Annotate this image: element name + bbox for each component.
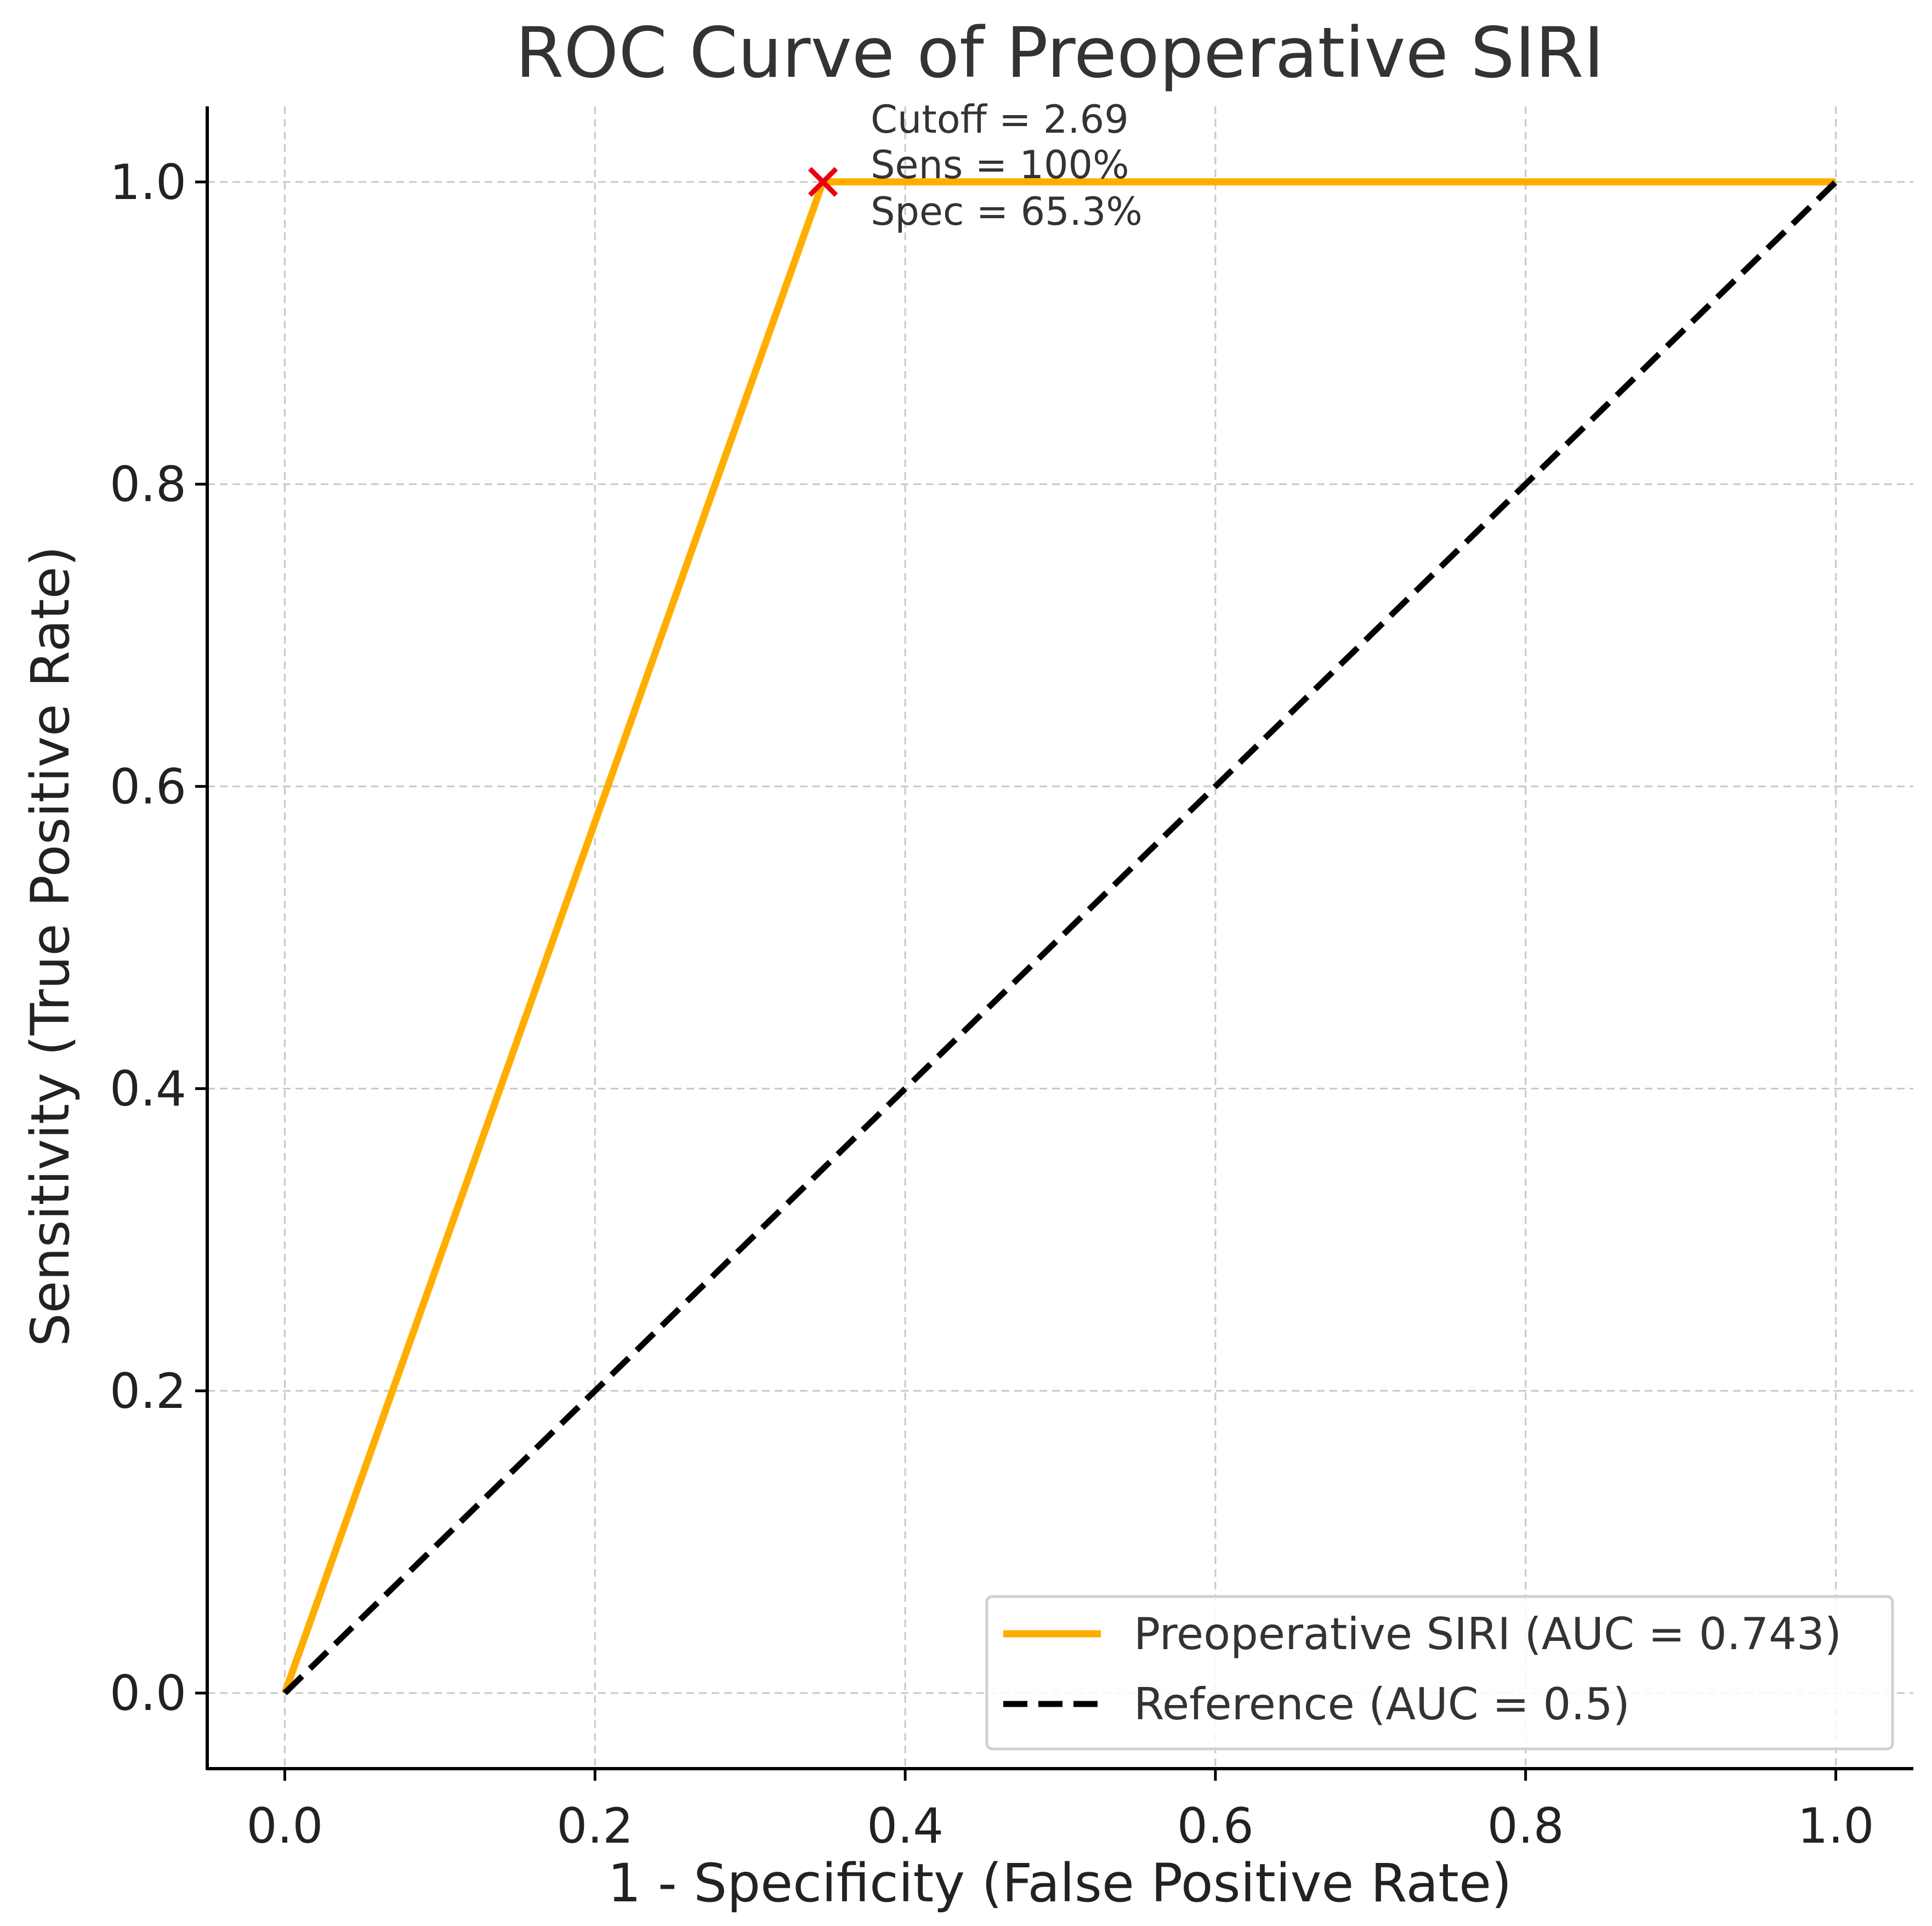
legend-frame [985, 1595, 1894, 1751]
reference-line [282, 179, 1838, 1696]
cutoff-marker [808, 167, 838, 197]
cutoff-marker-stroke-2 [808, 167, 838, 197]
chart-title: ROC Curve of Preoperative SIRI [515, 12, 1604, 93]
legend-label-reference: Reference (AUC = 0.5) [1134, 1679, 1630, 1730]
grid [207, 106, 1913, 1769]
y-axis-label: Sensitivity (True Positive Rate) [20, 546, 81, 1347]
y-tick-label-1: 0.2 [110, 1363, 186, 1419]
annotation-spec: Spec = 65.3% [871, 189, 1143, 234]
x-tick-label-2: 0.4 [867, 1798, 944, 1854]
annotation-cutoff: Cutoff = 2.69 [871, 97, 1129, 142]
x-tick-label-3: 0.6 [1177, 1798, 1254, 1854]
x-tick-label-1: 0.2 [556, 1798, 633, 1854]
x-tick-label-5: 1.0 [1798, 1798, 1874, 1854]
legend: Preoperative SIRI (AUC = 0.743) Referenc… [985, 1595, 1894, 1751]
x-tick-label-4: 0.8 [1487, 1798, 1564, 1854]
x-axis-label: 1 - Specificity (False Positive Rate) [607, 1853, 1511, 1914]
x-tick-label-0: 0.0 [246, 1798, 323, 1854]
y-tick-label-4: 0.8 [110, 456, 186, 513]
annotation-sens: Sens = 100% [871, 143, 1129, 188]
cutoff-annotation: Cutoff = 2.69 Sens = 100% Spec = 65.3% [871, 97, 1143, 234]
axes [206, 106, 1913, 1770]
y-tick-label-5: 1.0 [110, 154, 186, 211]
y-tick-label-3: 0.6 [110, 758, 186, 815]
ticks: 0.0 0.2 0.4 0.6 0.8 1.0 0.0 0.2 0.4 0.6 0.8 1.0 [110, 154, 1874, 1854]
cutoff-marker-group [808, 167, 838, 197]
legend-label-roc: Preoperative SIRI (AUC = 0.743) [1134, 1609, 1842, 1660]
y-tick-label-2: 0.4 [110, 1061, 186, 1117]
y-tick-label-0: 0.0 [110, 1665, 186, 1722]
